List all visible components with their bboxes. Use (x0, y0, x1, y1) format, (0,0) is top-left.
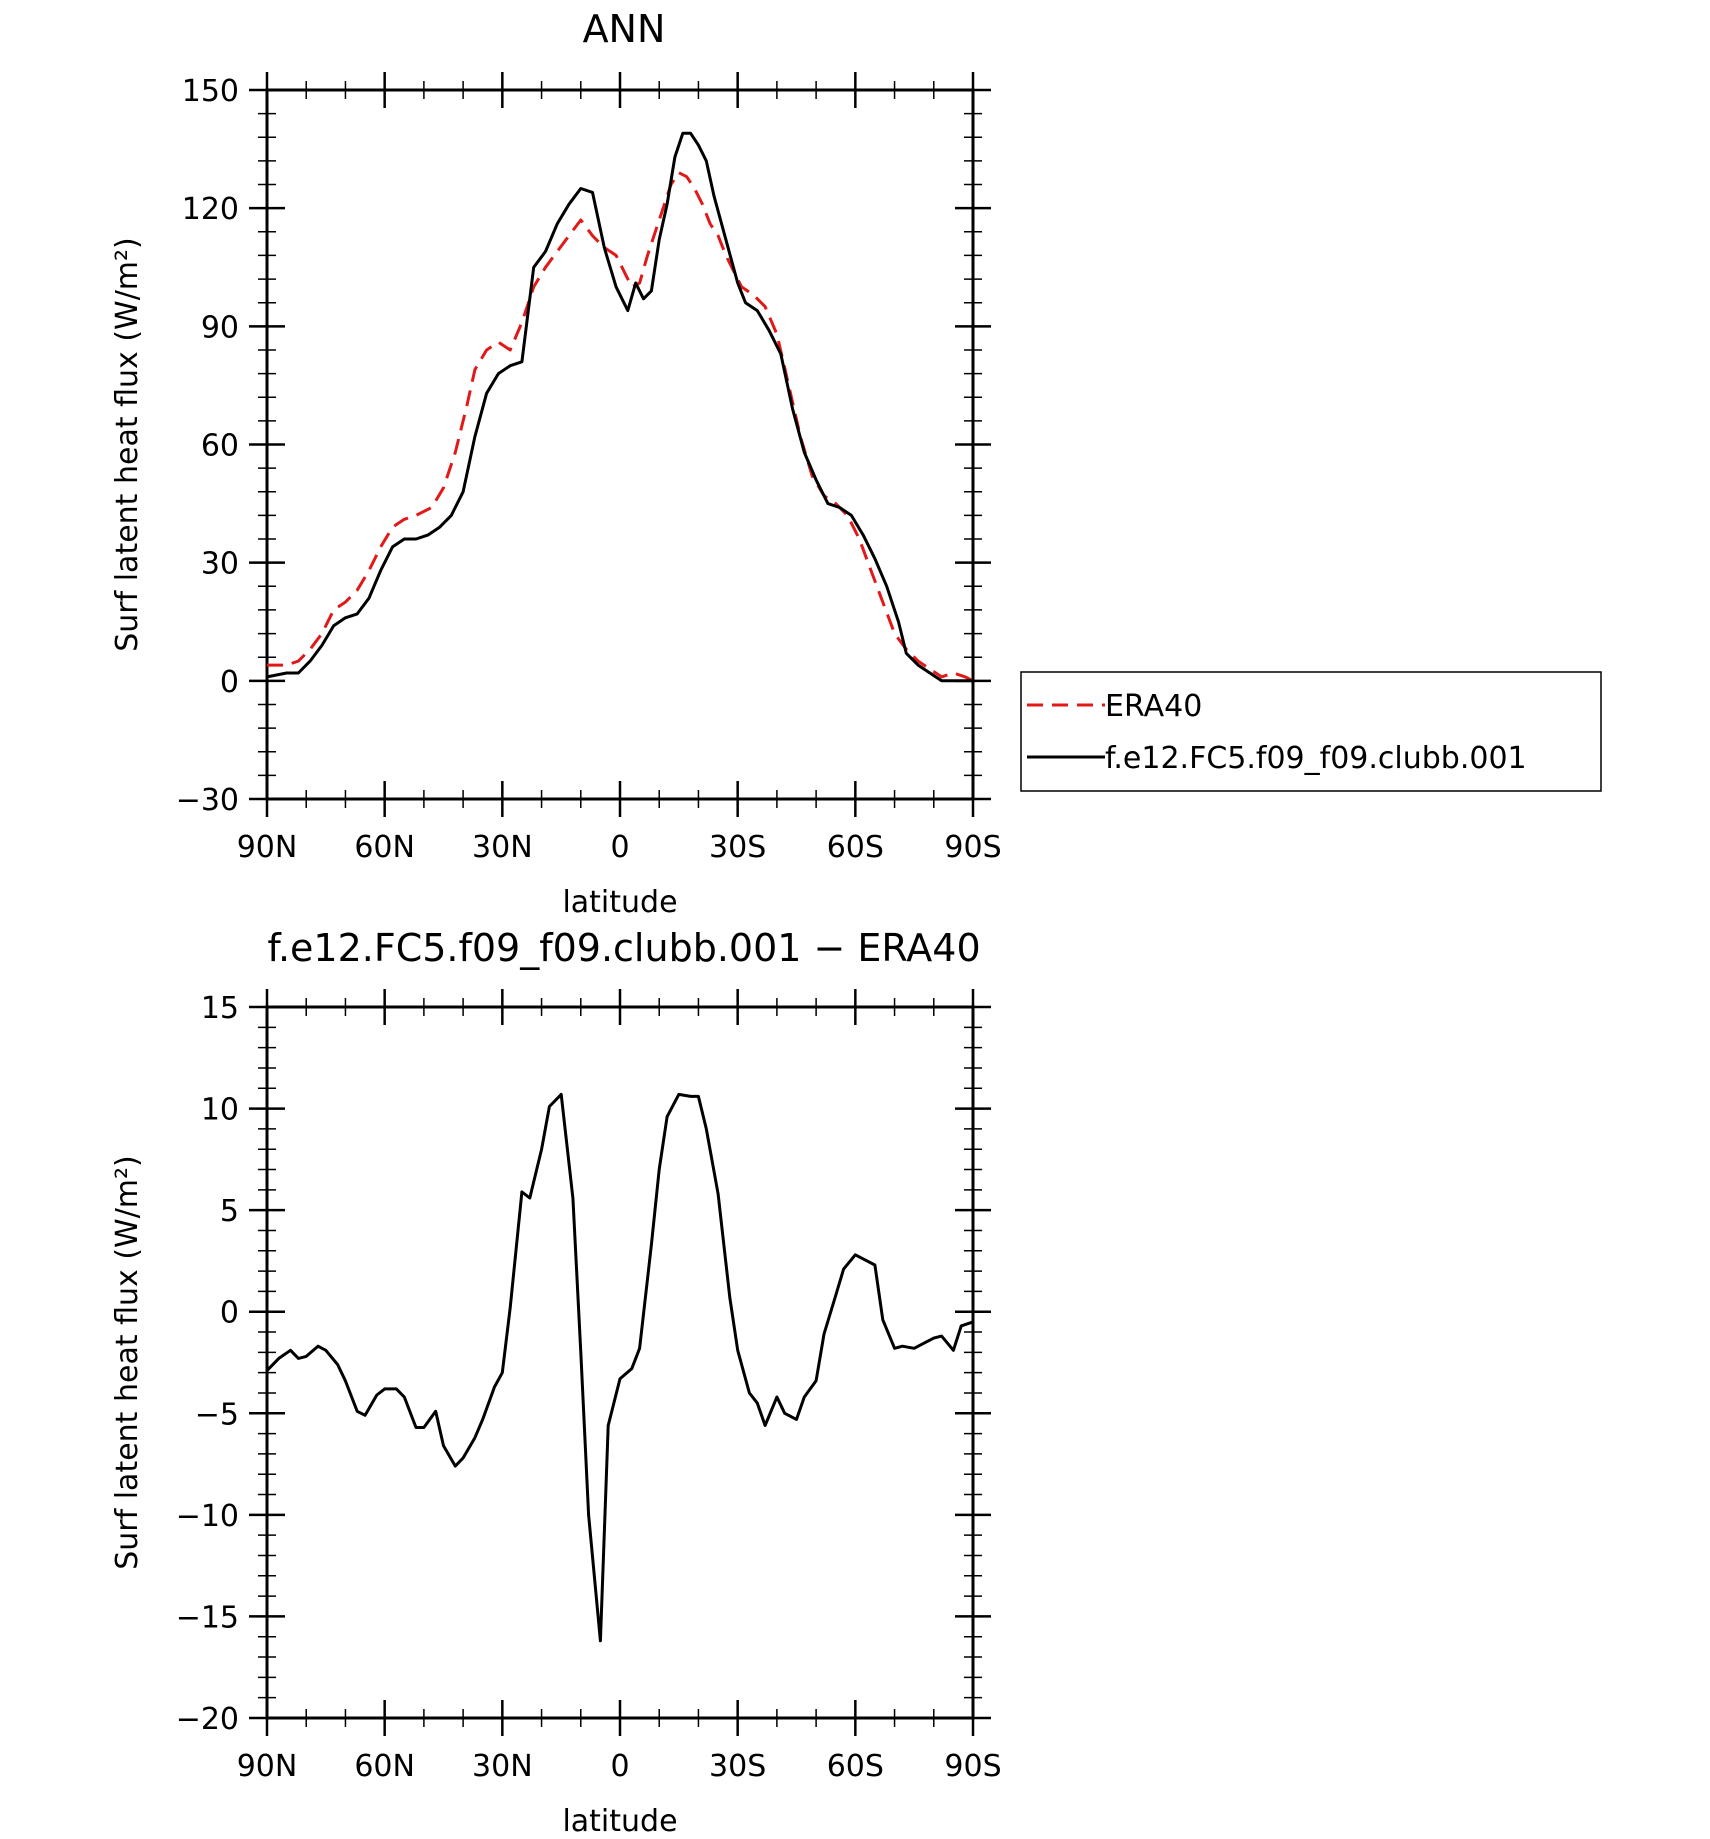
x-tick-label: 90S (944, 830, 1001, 865)
y-tick-label: −30 (176, 783, 239, 818)
x-tick-label: 90S (944, 1749, 1001, 1784)
series-line-era40 (267, 171, 974, 683)
top-y-axis-label: Surf latent heat flux (W/m²) (110, 237, 145, 652)
legend: ERA40 f.e12.FC5.f09_f09.clubb.001 (1020, 671, 1602, 792)
y-tick-label: −20 (176, 1702, 239, 1737)
bottom-x-axis-label: latitude (562, 1804, 677, 1839)
y-tick-label: 10 (201, 1093, 239, 1128)
bottom-panel: f.e12.FC5.f09_f09.clubb.001 − ERA40 −20 −… (110, 926, 1002, 1839)
y-tick-label: −10 (176, 1499, 239, 1534)
y-tick-label: 0 (220, 665, 239, 700)
top-x-axis-label: latitude (562, 885, 677, 920)
x-tick-label: 60S (827, 830, 884, 865)
legend-entry-clubb: f.e12.FC5.f09_f09.clubb.001 (1105, 741, 1527, 776)
x-tick-label: 30N (472, 1749, 533, 1784)
top-plot-frame (265, 88, 975, 801)
x-tick-label: 60N (354, 830, 415, 865)
series-line-clubb (266, 131, 973, 683)
x-tick-label: 90N (237, 1749, 298, 1784)
x-tick-label: 60S (827, 1749, 884, 1784)
top-panel: ANN −30 0 30 60 90 120 150 90N 60N 30N 0 30S 60S 90S… (110, 7, 1602, 920)
y-tick-label: 120 (182, 192, 239, 227)
y-tick-label: −15 (176, 1600, 239, 1635)
top-chart-title: ANN (583, 7, 666, 51)
y-tick-label: −5 (195, 1397, 239, 1432)
y-tick-label: 60 (201, 429, 239, 464)
x-tick-label: 0 (610, 1749, 629, 1784)
x-tick-label: 30N (472, 830, 533, 865)
y-tick-label: 5 (220, 1194, 239, 1229)
y-tick-label: 15 (201, 991, 239, 1026)
bottom-chart-title: f.e12.FC5.f09_f09.clubb.001 − ERA40 (267, 926, 980, 970)
series-line-difference (265, 1092, 974, 1643)
legend-box (1020, 671, 1602, 792)
x-tick-label: 0 (610, 830, 629, 865)
y-tick-label: 0 (220, 1296, 239, 1331)
y-tick-label: 30 (201, 547, 239, 582)
x-tick-label: 30S (709, 830, 766, 865)
legend-entry-era40: ERA40 (1105, 689, 1202, 724)
x-tick-label: 30S (709, 1749, 766, 1784)
x-tick-label: 60N (354, 1749, 415, 1784)
bottom-y-axis-label: Surf latent heat flux (W/m²) (110, 1155, 145, 1570)
bottom-plot-frame (265, 1005, 975, 1720)
y-tick-label: 150 (182, 74, 239, 109)
x-tick-label: 90N (237, 830, 298, 865)
y-tick-label: 90 (201, 310, 239, 345)
